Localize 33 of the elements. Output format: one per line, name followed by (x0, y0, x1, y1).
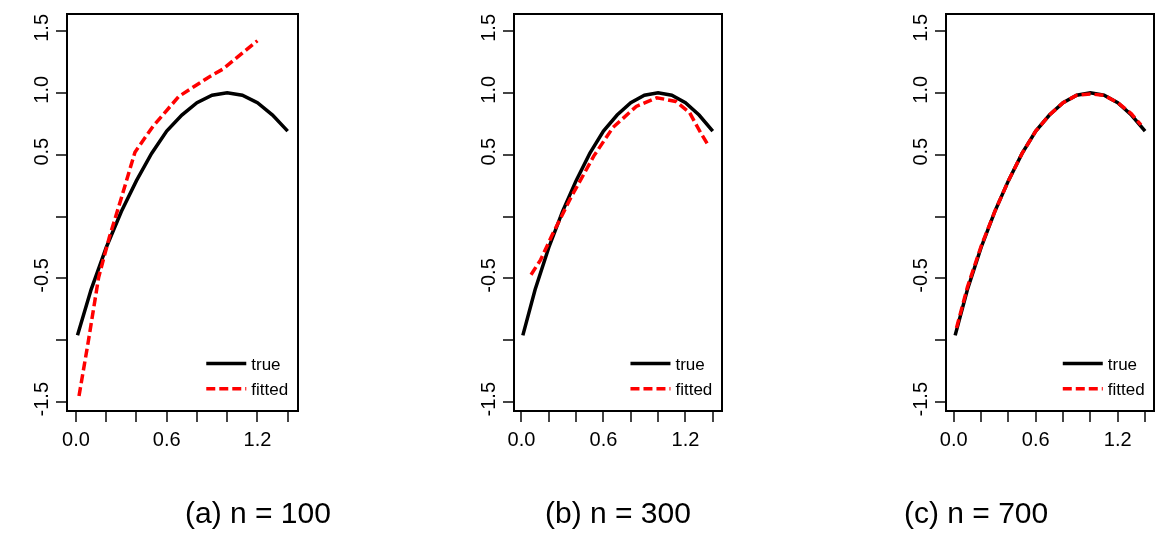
x-tick-label: 0.0 (507, 427, 536, 450)
y-tick-label: 1.0 (30, 75, 53, 104)
y-tick-label: 1.0 (908, 75, 931, 104)
legend-label: true (251, 355, 281, 375)
y-tick-label: -1.5 (476, 381, 499, 417)
x-tick-label: 0.0 (939, 427, 968, 450)
text: (c) n = 700 (904, 496, 1049, 529)
x-tick-label: 0.6 (1021, 427, 1050, 450)
y-tick-label: 0.5 (30, 137, 53, 166)
x-tick-label: 0.6 (152, 427, 181, 450)
y-tick-label: 1.5 (476, 13, 499, 42)
x-tick-label: 0.0 (62, 427, 90, 450)
x-tick-label: 1.2 (671, 427, 700, 450)
y-tick-label: -1.5 (30, 381, 53, 417)
y-tick-label: 1.0 (476, 75, 499, 104)
legend-label: fitted (1107, 380, 1145, 400)
legend-label: fitted (675, 380, 713, 400)
y-tick-label: 0.5 (908, 137, 931, 166)
x-tick-label: 1.2 (243, 427, 272, 450)
y-tick-label: 0.5 (476, 137, 499, 166)
y-tick-label: 1.5 (908, 13, 931, 42)
y-tick-label: 1.5 (30, 13, 53, 42)
y-tick-label: -1.5 (908, 381, 931, 417)
x-tick-label: 0.6 (589, 427, 618, 450)
legend-label: true (1107, 355, 1138, 375)
x-tick-label: 1.2 (1103, 427, 1132, 450)
y-tick-label: -0.5 (30, 258, 53, 293)
legend-label: fitted (251, 380, 289, 400)
y-tick-label: -0.5 (908, 258, 931, 293)
text: (b) n = 300 (545, 496, 691, 529)
text: (a) n = 100 (185, 496, 331, 529)
y-tick-label: -0.5 (476, 258, 499, 293)
legend-label: true (675, 355, 705, 375)
